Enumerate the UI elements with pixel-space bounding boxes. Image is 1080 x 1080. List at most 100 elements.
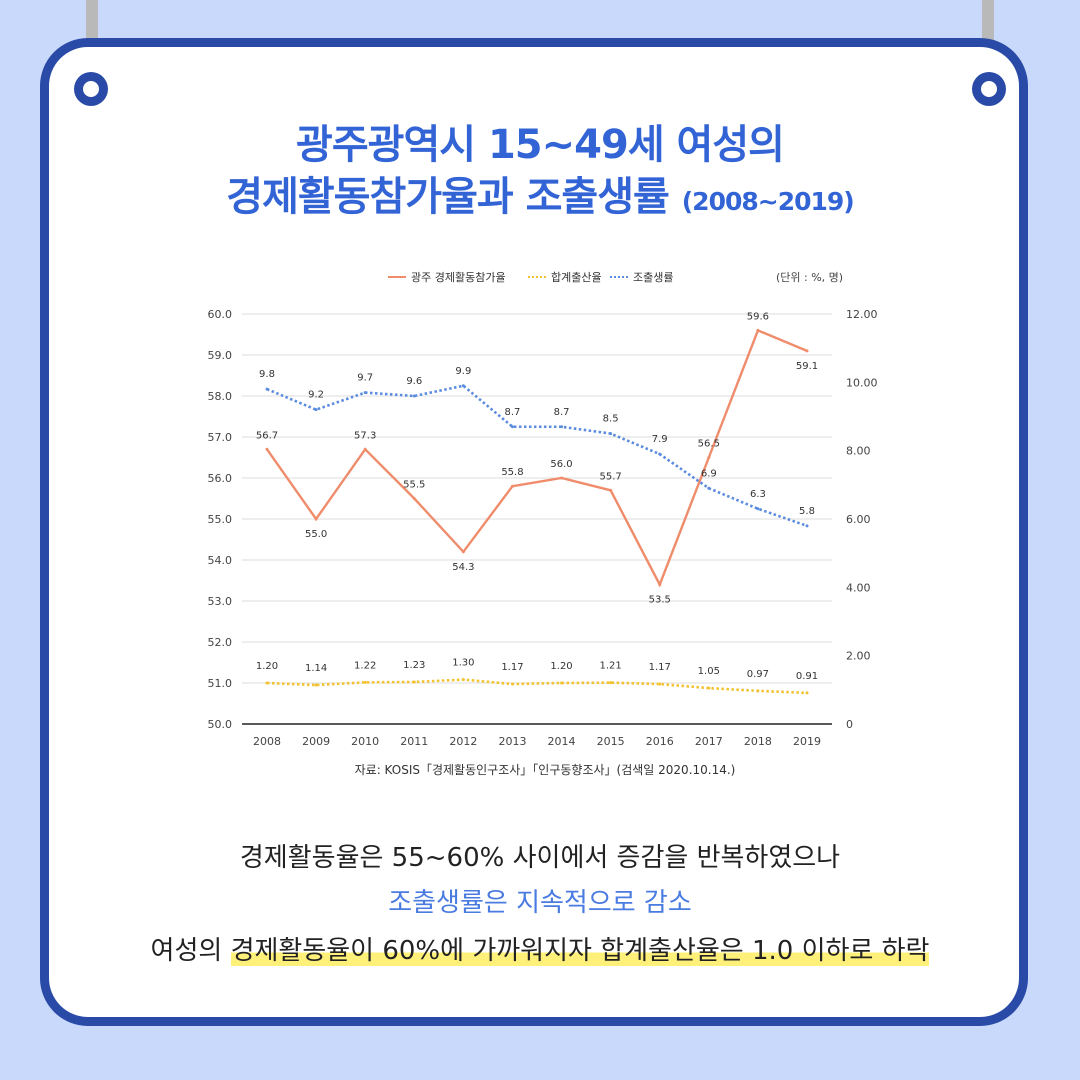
tfr-line-point [412, 680, 416, 684]
caption-line-2: 조출생률은 지속적으로 감소 [388, 888, 692, 918]
participation-line-point [707, 456, 711, 459]
participation-value-label: 54.3 [452, 562, 474, 573]
left-tick-label: 60.0 [208, 308, 233, 321]
cbr-value-label: 5.8 [799, 506, 815, 517]
x-tick-label: 2009 [302, 735, 330, 748]
cbr-value-label: 8.7 [554, 407, 570, 418]
cbr-line-point [707, 486, 711, 490]
cbr-line-point [609, 432, 613, 436]
tfr-value-label: 1.05 [698, 666, 720, 677]
tfr-value-label: 1.21 [600, 661, 622, 672]
participation-value-label: 59.6 [747, 311, 769, 322]
tfr-line-point [314, 683, 318, 687]
left-tick-label: 57.0 [208, 431, 233, 444]
cbr-line-point [510, 425, 514, 429]
left-tick-label: 54.0 [208, 554, 233, 567]
left-tick-label: 59.0 [208, 349, 233, 362]
legend: 광주 경제활동참가율 합계출산율 조출생률 [388, 270, 673, 284]
title-text-1: 광주광역시 15~49세 여성의 [296, 122, 785, 168]
tfr-value-label: 1.30 [452, 658, 474, 669]
cbr-value-label: 6.9 [701, 468, 717, 479]
right-tick-label: 12.00 [846, 308, 878, 321]
tfr-line-point [461, 678, 465, 682]
tfr-line-point [805, 691, 809, 695]
caption-line-3-prefix: 여성의 [150, 936, 231, 966]
cbr-value-label: 6.3 [750, 489, 766, 500]
x-tick-label: 2014 [548, 735, 576, 748]
participation-value-label: 56.0 [550, 459, 572, 470]
participation-line-point [412, 497, 416, 500]
cbr-line-point [363, 391, 367, 395]
participation-line-point [658, 583, 662, 587]
right-tick-label: 4.00 [846, 581, 871, 594]
x-tick-label: 2012 [449, 735, 477, 748]
cbr-line-point [461, 384, 465, 388]
left-tick-label: 50.0 [208, 718, 233, 731]
source-note: 자료: KOSIS「경제활동인구조사」「인구동향조사」(검색일 2020.10.… [355, 763, 736, 777]
right-tick-label: 2.00 [846, 650, 871, 663]
caption-line-3: 여성의 경제활동율이 60%에 가까워지자 합계출산율은 1.0 이하로 하락 [0, 930, 1080, 967]
participation-line-point [805, 349, 809, 353]
x-axis: 2008 2009 2010 2011 2012 2013 2014 2015 2016 2017… [253, 735, 821, 748]
tfr-value-label: 1.14 [305, 663, 327, 674]
data-labels: 56.7 55.0 57.3 55.5 54.3 55.8 56.0 55.7 53.5 56.5… [256, 311, 818, 682]
participation-line-point [609, 488, 613, 492]
cbr-value-label: 8.7 [505, 407, 521, 418]
title-text-2: 경제활동참가율과 조출생률 [226, 174, 670, 220]
caption-line-1: 경제활동율은 55~60% 사이에서 증감을 반복하였으나 [239, 843, 841, 873]
participation-value-label: 56.5 [698, 439, 720, 450]
cbr-value-label: 9.6 [406, 376, 422, 387]
tfr-line-point [609, 681, 613, 685]
x-tick-label: 2013 [498, 735, 526, 748]
cbr-value-label: 9.2 [308, 390, 324, 401]
tfr-line-point [658, 682, 662, 686]
participation-line-point [265, 447, 269, 451]
x-tick-label: 2010 [351, 735, 379, 748]
right-ring-hole [972, 72, 1006, 106]
tfr-value-label: 0.97 [747, 669, 769, 680]
right-axis: 0 2.00 4.00 6.00 8.00 10.00 12.00 [846, 308, 878, 731]
tfr-value-label: 1.17 [501, 662, 523, 673]
caption-highlight: 경제활동율이 60%에 가까워지자 합계출산율은 1.0 이하로 하락 [230, 936, 930, 966]
participation-line-point [560, 476, 564, 480]
left-ring-hole [74, 72, 108, 106]
participation-value-label: 55.5 [403, 480, 425, 491]
tfr-value-label: 1.20 [256, 661, 278, 672]
cbr-line-point [314, 408, 318, 412]
participation-value-label: 59.1 [796, 361, 818, 372]
cbr-line-point [560, 425, 564, 429]
right-tick-label: 6.00 [846, 513, 871, 526]
cbr-line-point [805, 524, 809, 528]
title-line-1: 광주광역시 15~49세 여성의 [0, 112, 1080, 170]
tfr-line [266, 678, 808, 695]
x-tick-label: 2018 [744, 735, 772, 748]
participation-line-point [363, 447, 367, 451]
x-tick-label: 2011 [400, 735, 428, 748]
participation-line [266, 328, 808, 588]
legend-label: 광주 경제활동참가율 [411, 270, 506, 284]
gridlines [242, 313, 832, 725]
participation-line-point [461, 550, 465, 554]
participation-value-label: 55.8 [501, 467, 523, 478]
x-tick-label: 2017 [695, 735, 723, 748]
left-tick-label: 58.0 [208, 390, 233, 403]
cbr-line-point [265, 387, 269, 391]
title-line-2: 경제활동참가율과 조출생률 (2008~2019) [0, 164, 1080, 222]
x-tick-label: 2015 [597, 735, 625, 748]
tfr-line-point [707, 686, 711, 690]
participation-line-point [510, 484, 514, 488]
unit-label: (단위 : %, 명) [776, 271, 843, 284]
tfr-value-label: 0.91 [796, 671, 818, 682]
right-tick-label: 8.00 [846, 445, 871, 458]
cbr-line-point [658, 452, 662, 456]
right-tick-label: 10.00 [846, 376, 878, 389]
cbr-value-label: 9.8 [259, 369, 275, 380]
tfr-value-label: 1.17 [649, 662, 671, 673]
tfr-value-label: 1.23 [403, 660, 425, 671]
x-tick-label: 2019 [793, 735, 821, 748]
series-layer [265, 328, 809, 695]
x-tick-label: 2008 [253, 735, 281, 748]
tfr-line-point [756, 689, 760, 693]
cbr-line-point [756, 507, 760, 511]
tfr-line-point [510, 682, 514, 686]
